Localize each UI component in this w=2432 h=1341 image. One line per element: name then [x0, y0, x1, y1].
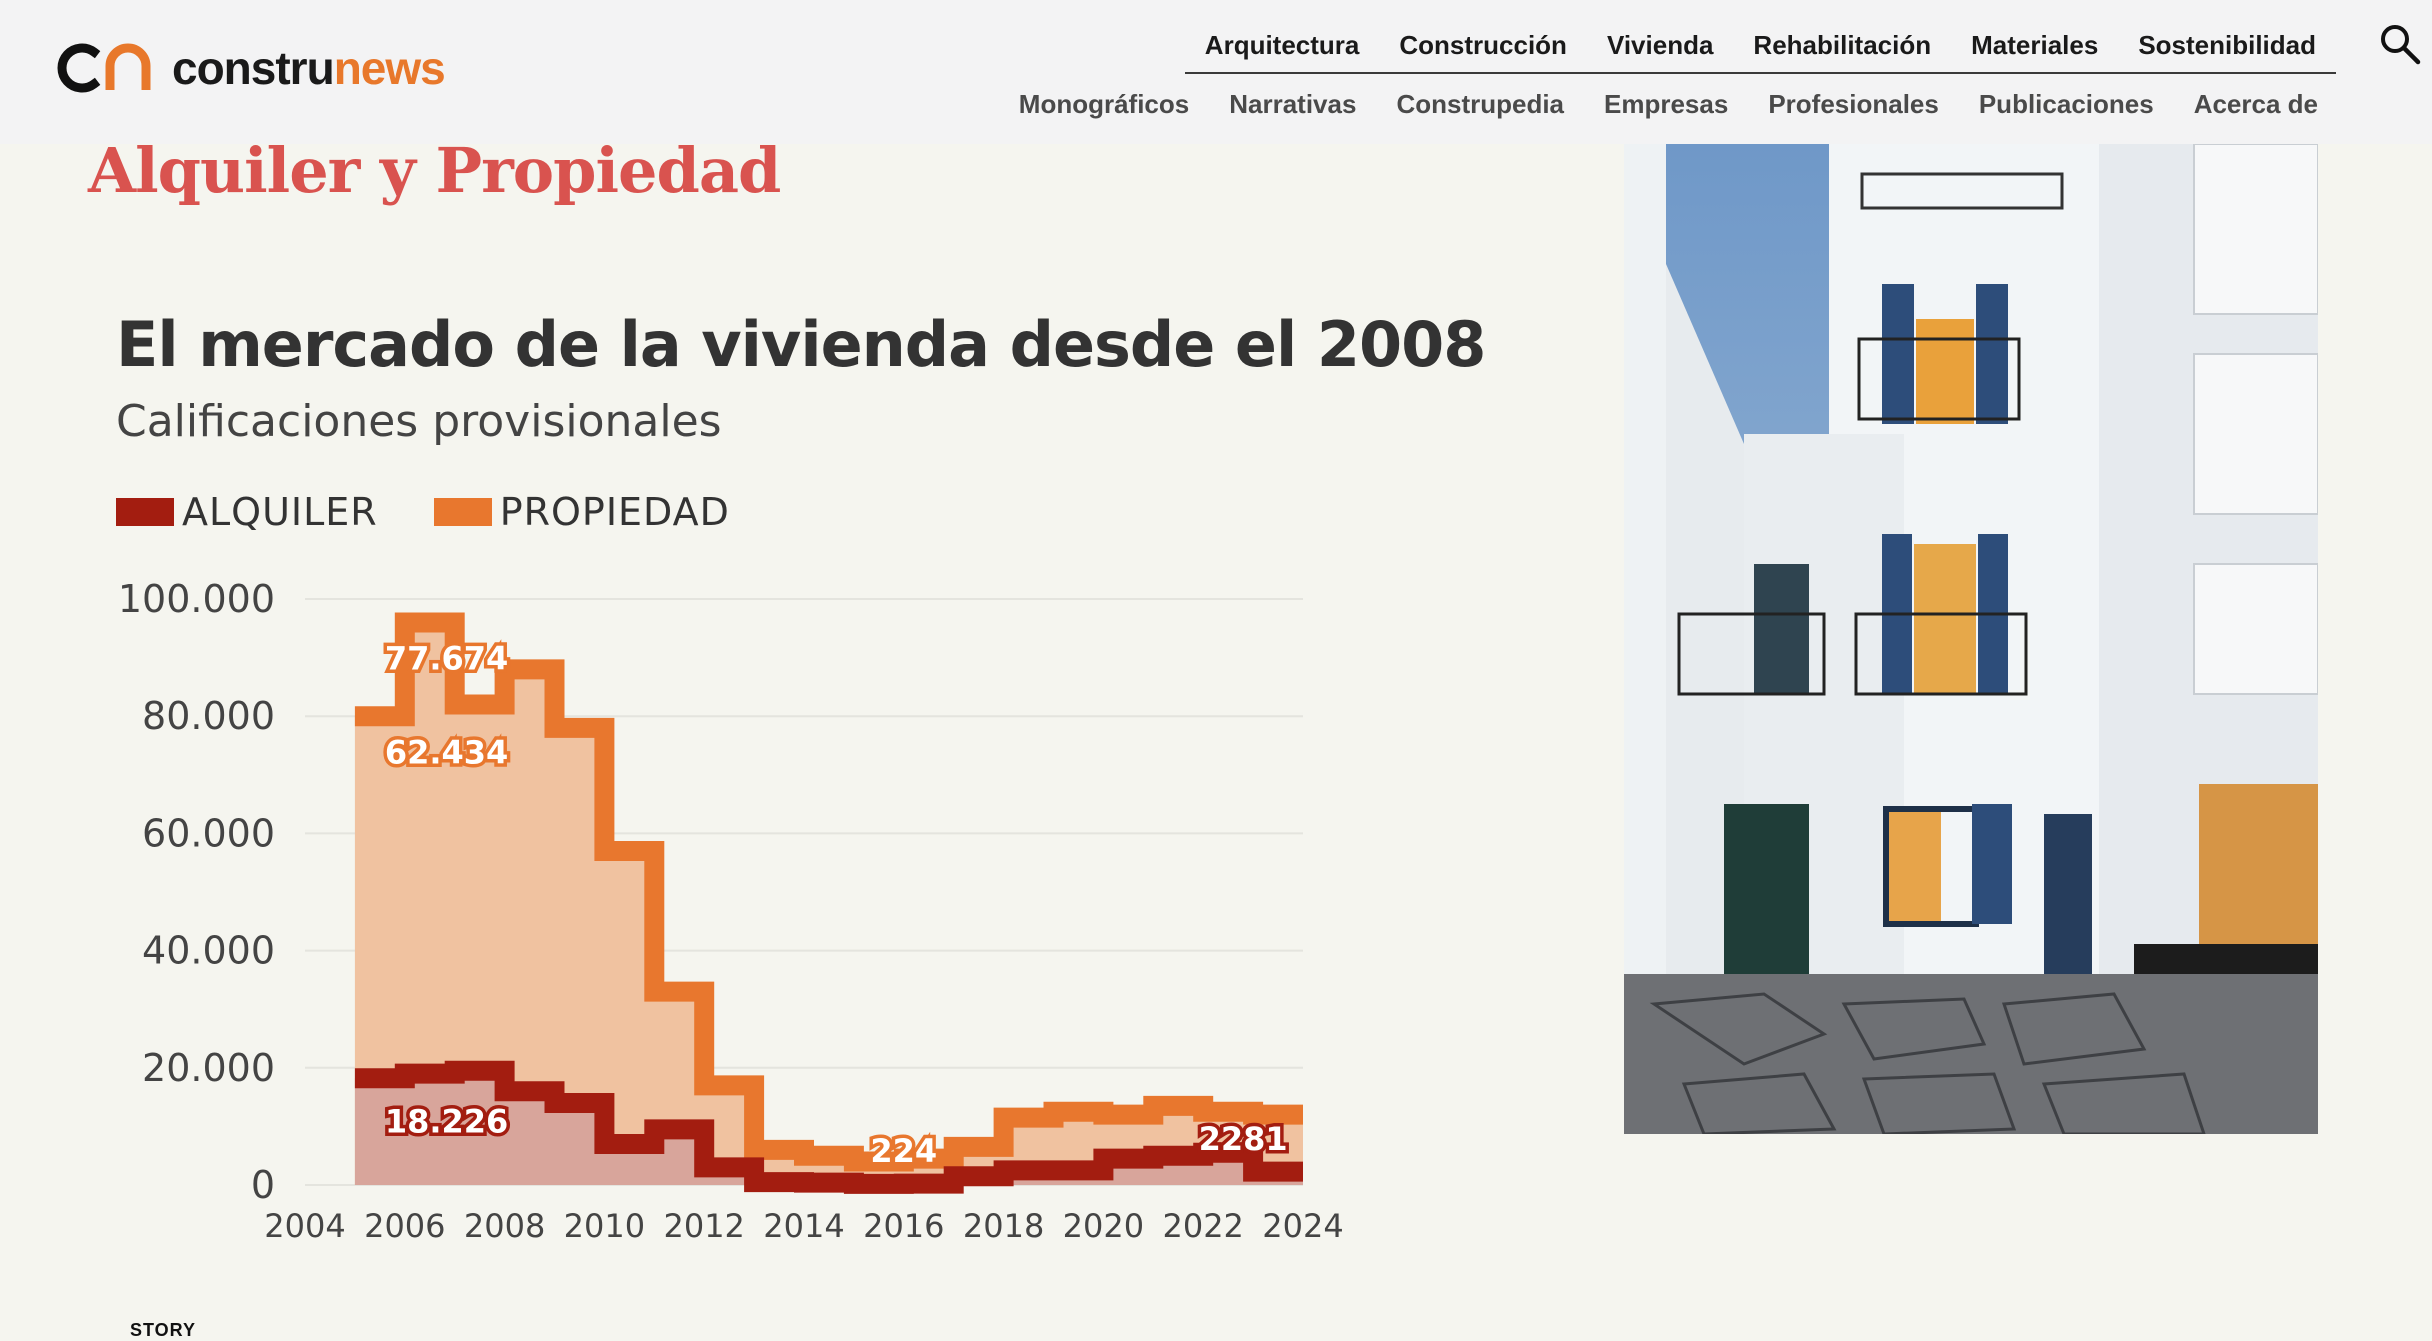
chart-subtitle: Calificaciones provisionales: [116, 396, 722, 447]
chart-title: El mercado de la vivienda desde el 2008: [116, 308, 1486, 381]
nav-narrativas[interactable]: Narrativas: [1229, 88, 1357, 119]
logo-mark-icon: [57, 43, 151, 93]
nav-empresas[interactable]: Empresas: [1604, 88, 1729, 119]
logo-text: construnews: [172, 42, 446, 94]
building-photo: [1624, 144, 2318, 1134]
legend-item-alquiler: ALQUILER: [116, 490, 378, 534]
data-label: 18.226: [385, 1103, 508, 1141]
chart-legend: ALQUILER PROPIEDAD: [116, 490, 786, 534]
data-label: 224: [870, 1132, 937, 1170]
legend-label-propiedad: PROPIEDAD: [499, 490, 730, 534]
data-label: 77.674: [385, 640, 508, 678]
nav-publicaciones[interactable]: Publicaciones: [1978, 88, 2154, 119]
nav-construpedia[interactable]: Construpedia: [1396, 88, 1565, 119]
x-tick-label: 2018: [963, 1207, 1044, 1245]
line-propiedad: [354, 612, 1303, 1172]
search-icon[interactable]: [2378, 22, 2422, 66]
nav-profesionales[interactable]: Profesionales: [1768, 88, 1939, 119]
nav-arquitectura[interactable]: Arquitectura: [1204, 29, 1360, 60]
y-tick-label: 100.000: [118, 577, 275, 621]
area-alquiler: [354, 1070, 1303, 1185]
legend-swatch-alquiler: [116, 498, 174, 526]
y-tick-label: 40.000: [142, 929, 275, 973]
y-tick-label: 60.000: [142, 811, 275, 855]
data-label: 2281: [1199, 1120, 1288, 1158]
site-header: construnews Arquitectura Construcción Vi…: [0, 0, 2432, 144]
nav-materiales[interactable]: Materiales: [1971, 29, 2099, 60]
legend-label-alquiler: ALQUILER: [182, 490, 378, 534]
y-tick-label: 20.000: [142, 1046, 275, 1090]
area-propiedad: [354, 622, 1303, 1185]
x-tick-label: 2020: [1063, 1207, 1144, 1245]
x-tick-label: 2016: [863, 1207, 944, 1245]
secondary-nav: Monográficos Narrativas Construpedia Emp…: [1019, 82, 2318, 126]
nav-vivienda[interactable]: Vivienda: [1606, 29, 1714, 60]
x-tick-label: 2014: [763, 1207, 844, 1245]
legend-item-propiedad: PROPIEDAD: [433, 490, 730, 534]
line-alquiler: [354, 1060, 1303, 1194]
x-tick-label: 2010: [564, 1207, 645, 1245]
x-tick-label: 2024: [1262, 1207, 1343, 1245]
site-logo[interactable]: construnews: [54, 40, 446, 96]
x-tick-label: 2006: [364, 1207, 445, 1245]
x-tick-label: 2012: [663, 1207, 744, 1245]
data-label: 62.434: [385, 733, 508, 771]
story-label: STORY: [130, 1320, 197, 1340]
section-title: Alquiler y Propiedad: [88, 134, 781, 207]
y-tick-label: 0: [251, 1163, 275, 1207]
x-tick-label: 2008: [464, 1207, 545, 1245]
nav-sostenibilidad[interactable]: Sostenibilidad: [2138, 29, 2316, 60]
primary-nav: Arquitectura Construcción Vivienda Rehab…: [1184, 18, 2336, 74]
y-tick-label: 80.000: [142, 694, 275, 738]
legend-swatch-propiedad: [433, 498, 492, 526]
x-tick-label: 2022: [1162, 1207, 1243, 1245]
nav-construccion[interactable]: Construcción: [1399, 29, 1567, 60]
nav-monograficos[interactable]: Monográficos: [1018, 88, 1190, 119]
x-tick-label: 2004: [264, 1207, 345, 1245]
nav-acerca-de[interactable]: Acerca de: [2193, 88, 2318, 119]
nav-rehabilitacion[interactable]: Rehabilitación: [1753, 29, 1932, 60]
